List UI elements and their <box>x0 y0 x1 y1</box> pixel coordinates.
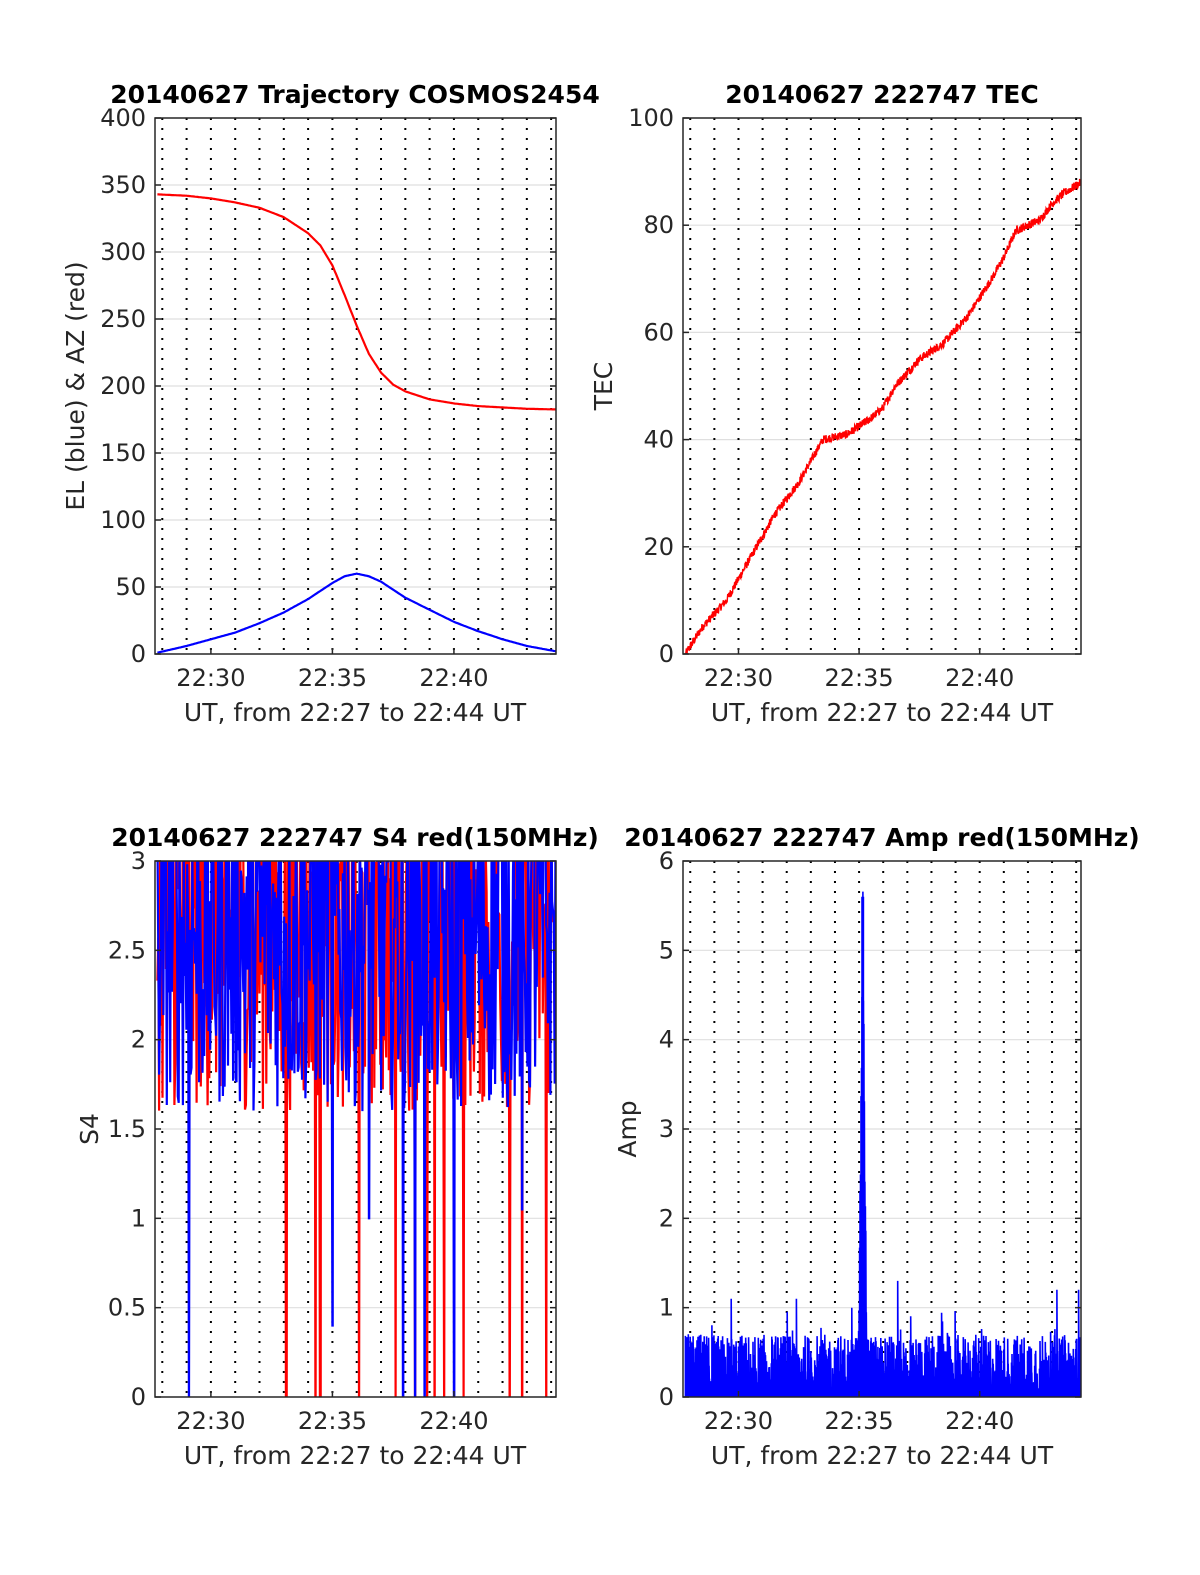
panel-amp-ytick-label: 6 <box>659 847 674 875</box>
panel-tec-ytick-label: 0 <box>659 640 674 668</box>
panel-tec-ticks: 0 20 40 60 80 100 22:30 22:35 22:40 <box>628 104 1081 692</box>
panel-trajectory-grid <box>155 118 556 654</box>
panel-trajectory-series <box>157 193 556 654</box>
panel-s4-ticks: 0 0.5 1 1.5 2 2.5 3 22:30 22:35 22:40 <box>108 847 556 1435</box>
panel-s4: 20140627 222747 S4 red(150MHz) 0 0.5 1 1.5 2… <box>75 823 599 1470</box>
panel-s4-series <box>156 861 556 1397</box>
panel-s4-ytick-label: 0.5 <box>108 1294 146 1322</box>
panel-trajectory-xtick-label: 22:35 <box>298 664 367 692</box>
panel-s4-title: 20140627 222747 S4 red(150MHz) <box>111 823 599 852</box>
panel-trajectory-ytick-label: 150 <box>100 439 146 467</box>
panel-trajectory-ytick-label: 0 <box>131 640 146 668</box>
panel-trajectory-ytick-label: 100 <box>100 506 146 534</box>
panel-tec-series-group <box>684 178 1081 654</box>
panel-trajectory-ytick-label: 50 <box>115 573 146 601</box>
panel-tec-ytick-label: 100 <box>628 104 674 132</box>
panel-trajectory-series-group <box>157 193 556 654</box>
panel-tec-ylabel: TEC <box>589 362 618 412</box>
panel-s4-ylabel: S4 <box>75 1113 104 1145</box>
panel-amp-ytick-label: 1 <box>659 1294 674 1322</box>
panel-amp-amp-line <box>684 891 1081 1397</box>
panel-tec: 20140627 222747 TEC 0 20 40 60 80 100 22:30 22:… <box>589 80 1082 727</box>
panel-trajectory-xtick-label: 22:30 <box>176 664 245 692</box>
panel-amp-ytick-label: 3 <box>659 1115 674 1143</box>
panel-tec-xtick-label: 22:30 <box>704 664 773 692</box>
panel-amp-ytick-label: 4 <box>659 1026 674 1054</box>
panel-amp-xtick-label: 22:35 <box>824 1407 893 1435</box>
panel-s4-blue-line <box>156 861 556 1397</box>
panel-tec-xlabel: UT, from 22:27 to 22:44 UT <box>711 698 1054 727</box>
panel-amp-ytick-label: 5 <box>659 936 674 964</box>
panel-tec-xtick-label: 22:35 <box>824 664 893 692</box>
panel-amp-ytick-label: 2 <box>659 1204 674 1232</box>
panel-amp-grid <box>683 861 1081 1397</box>
panel-trajectory-ytick-label: 350 <box>100 171 146 199</box>
panel-trajectory-title: 20140627 Trajectory COSMOS2454 <box>110 80 600 109</box>
panel-tec-ytick-label: 80 <box>643 211 674 239</box>
panel-s4-xlabel: UT, from 22:27 to 22:44 UT <box>184 1441 527 1470</box>
panel-tec-series <box>684 178 1081 654</box>
panel-tec-xtick-label: 22:40 <box>945 664 1014 692</box>
panel-amp-ylabel: Amp <box>613 1100 642 1157</box>
panel-amp: 20140627 222747 Amp red(150MHz) 0 1 2 3 4 5 6 2… <box>613 823 1140 1470</box>
panel-amp-xtick-label: 22:30 <box>704 1407 773 1435</box>
panel-amp-ytick-label: 0 <box>659 1383 674 1411</box>
panel-trajectory-xlabel: UT, from 22:27 to 22:44 UT <box>184 698 527 727</box>
panel-amp-series-group <box>684 891 1081 1397</box>
panel-trajectory-xtick-label: 22:40 <box>419 664 488 692</box>
panel-s4-ytick-label: 1.5 <box>108 1115 146 1143</box>
panel-tec-axes-box <box>682 117 1082 655</box>
panel-s4-ytick-label: 3 <box>131 847 146 875</box>
panel-trajectory-ytick-label: 400 <box>100 104 146 132</box>
panel-tec-tec-line <box>684 178 1081 654</box>
panel-s4-ytick-label: 0 <box>131 1383 146 1411</box>
panel-tec-grid <box>683 118 1081 654</box>
panel-tec-ytick-label: 40 <box>643 426 674 454</box>
panel-tec-ytick-label: 20 <box>643 533 674 561</box>
panel-trajectory-ytick-label: 250 <box>100 305 146 333</box>
panel-s4-series-group <box>156 861 556 1397</box>
panel-trajectory-ytick-label: 200 <box>100 372 146 400</box>
panel-amp-ticks: 0 1 2 3 4 5 6 22:30 22:35 22:40 <box>659 847 1081 1435</box>
panel-trajectory-ticks: 0 50 100 150 200 250 300 350 400 22:30 22:35 22:40 <box>100 104 556 692</box>
panel-trajectory-el-line <box>157 572 556 654</box>
panel-s4-xtick-label: 22:40 <box>419 1407 488 1435</box>
panel-s4-ytick-label: 2 <box>131 1026 146 1054</box>
panel-trajectory: 20140627 Trajectory COSMOS2454 0 50 100 150… <box>61 80 600 727</box>
panel-amp-xlabel: UT, from 22:27 to 22:44 UT <box>711 1441 1054 1470</box>
panel-amp-title: 20140627 222747 Amp red(150MHz) <box>624 823 1140 852</box>
panel-s4-xtick-label: 22:30 <box>176 1407 245 1435</box>
panel-amp-series <box>684 891 1081 1397</box>
panel-s4-xtick-label: 22:35 <box>298 1407 367 1435</box>
panel-trajectory-ylabel: EL (blue) & AZ (red) <box>61 261 90 510</box>
panel-s4-ytick-label: 2.5 <box>108 936 146 964</box>
panel-tec-ytick-label: 60 <box>643 318 674 346</box>
panel-trajectory-ytick-label: 300 <box>100 238 146 266</box>
panel-amp-xtick-label: 22:40 <box>945 1407 1014 1435</box>
panel-tec-title: 20140627 222747 TEC <box>725 80 1038 109</box>
panel-trajectory-az-line <box>157 193 556 411</box>
panel-s4-ytick-label: 1 <box>131 1204 146 1232</box>
